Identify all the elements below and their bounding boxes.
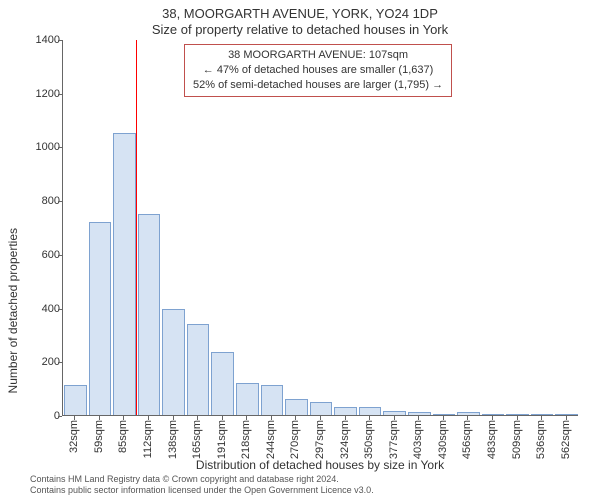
x-tick-label: 324sqm — [339, 420, 351, 459]
x-tick-mark — [492, 416, 493, 420]
x-tick-mark — [320, 416, 321, 420]
x-tick-label: 191sqm — [216, 420, 228, 459]
x-tick-mark — [467, 416, 468, 420]
x-tick-label: 218sqm — [240, 420, 252, 459]
x-tick-mark — [443, 416, 444, 420]
x-tick-label: 536sqm — [535, 420, 547, 459]
bar — [310, 402, 333, 415]
x-tick-mark — [295, 416, 296, 420]
x-tick-label: 430sqm — [437, 420, 449, 459]
x-tick-mark — [148, 416, 149, 420]
bar — [457, 412, 480, 415]
x-tick-label: 350sqm — [363, 420, 375, 459]
bar — [555, 414, 578, 415]
reference-line — [136, 40, 137, 415]
bar — [261, 385, 284, 415]
x-tick-label: 32sqm — [68, 420, 80, 453]
info-line-3: 52% of semi-detached houses are larger (… — [193, 78, 443, 93]
bar — [64, 385, 87, 415]
bar — [162, 309, 185, 415]
x-tick-label: 85sqm — [117, 420, 129, 453]
bar — [187, 324, 210, 415]
y-tick-label: 800 — [30, 195, 60, 207]
info-line-2: ← 47% of detached houses are smaller (1,… — [193, 63, 443, 78]
x-tick-label: 112sqm — [142, 420, 154, 458]
x-tick-mark — [271, 416, 272, 420]
y-tick-mark — [58, 362, 62, 363]
bar — [433, 414, 456, 415]
y-tick-mark — [58, 201, 62, 202]
x-tick-label: 297sqm — [314, 420, 326, 459]
chart-container: 38, MOORGARTH AVENUE, YORK, YO24 1DP Siz… — [0, 0, 600, 500]
x-tick-mark — [173, 416, 174, 420]
y-tick-label: 600 — [30, 249, 60, 261]
y-tick-mark — [58, 40, 62, 41]
y-axis-label: Number of detached properties — [6, 40, 20, 416]
x-tick-label: 509sqm — [511, 420, 523, 459]
x-tick-mark — [99, 416, 100, 420]
y-tick-mark — [58, 255, 62, 256]
x-tick-label: 138sqm — [167, 420, 179, 459]
x-tick-label: 456sqm — [461, 420, 473, 459]
y-tick-mark — [58, 416, 62, 417]
y-tick-label: 200 — [30, 356, 60, 368]
y-tick-mark — [58, 147, 62, 148]
y-tick-mark — [58, 94, 62, 95]
bar — [383, 411, 406, 415]
bar — [334, 407, 357, 415]
bar — [89, 222, 112, 415]
x-tick-mark — [394, 416, 395, 420]
x-tick-mark — [517, 416, 518, 420]
footnote-line-1: Contains HM Land Registry data © Crown c… — [30, 474, 374, 485]
y-tick-mark — [58, 309, 62, 310]
x-tick-mark — [74, 416, 75, 420]
x-tick-mark — [123, 416, 124, 420]
x-tick-mark — [541, 416, 542, 420]
x-tick-label: 377sqm — [388, 420, 400, 459]
bar — [138, 214, 161, 415]
y-tick-label: 400 — [30, 303, 60, 315]
bar — [531, 414, 554, 415]
x-tick-mark — [418, 416, 419, 420]
bar — [408, 412, 431, 415]
x-tick-label: 59sqm — [93, 420, 105, 453]
bar — [482, 414, 505, 415]
x-tick-mark — [197, 416, 198, 420]
y-tick-label: 1400 — [30, 34, 60, 46]
y-tick-label: 0 — [30, 410, 60, 422]
x-tick-mark — [345, 416, 346, 420]
x-tick-label: 244sqm — [265, 420, 277, 459]
x-tick-label: 403sqm — [412, 420, 424, 459]
footnote: Contains HM Land Registry data © Crown c… — [30, 474, 374, 497]
y-tick-label: 1200 — [30, 88, 60, 100]
x-tick-mark — [222, 416, 223, 420]
x-tick-mark — [369, 416, 370, 420]
page-title: 38, MOORGARTH AVENUE, YORK, YO24 1DP — [0, 6, 600, 21]
bar — [113, 133, 136, 415]
page-subtitle: Size of property relative to detached ho… — [0, 22, 600, 37]
info-line-1: 38 MOORGARTH AVENUE: 107sqm — [193, 48, 443, 63]
info-box: 38 MOORGARTH AVENUE: 107sqm ← 47% of det… — [184, 44, 452, 97]
x-tick-mark — [566, 416, 567, 420]
x-tick-label: 483sqm — [486, 420, 498, 459]
footnote-line-2: Contains public sector information licen… — [30, 485, 374, 496]
x-tick-label: 562sqm — [560, 420, 572, 459]
x-axis-label: Distribution of detached houses by size … — [62, 458, 578, 472]
bar — [236, 383, 259, 415]
y-tick-label: 1000 — [30, 141, 60, 153]
bar — [359, 407, 382, 415]
x-tick-label: 270sqm — [289, 420, 301, 459]
bar — [211, 352, 234, 415]
bar — [506, 414, 529, 415]
x-tick-mark — [246, 416, 247, 420]
x-tick-label: 165sqm — [191, 420, 203, 459]
bar — [285, 399, 308, 415]
